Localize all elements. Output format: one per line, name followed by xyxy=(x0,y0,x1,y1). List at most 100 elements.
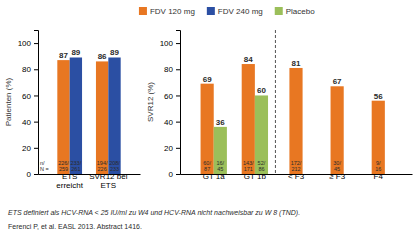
n-label: 208/233 xyxy=(109,160,120,172)
n-label: 194/226 xyxy=(97,160,108,172)
y-axis-title: Patienten (%) xyxy=(4,77,13,126)
y-tick-mark xyxy=(176,69,180,70)
bar xyxy=(201,84,214,174)
text-line: 212 xyxy=(291,166,300,172)
y-tick: 100 xyxy=(18,39,38,48)
data-label: 36 xyxy=(216,118,225,127)
n-label: 16/45 xyxy=(216,160,224,172)
text-line: 87 xyxy=(204,166,210,172)
y-tick: 60 xyxy=(164,92,180,101)
data-label: 87 xyxy=(59,51,68,60)
data-label: 84 xyxy=(244,55,253,64)
y-tick-mark xyxy=(176,174,180,175)
y-axis-title: SVR12 (%) xyxy=(146,82,155,122)
y-tick-label: 0 xyxy=(169,170,174,179)
text-line: 171 xyxy=(244,166,253,172)
y-tick: 100 xyxy=(160,39,180,48)
y-tick-label: 40 xyxy=(22,118,31,127)
bar xyxy=(242,64,255,174)
text-line: 45 xyxy=(334,166,340,172)
y-tick-label: 100 xyxy=(160,39,174,48)
legend-swatch xyxy=(207,7,215,15)
n-label: 9/16 xyxy=(375,160,381,172)
y-tick: 20 xyxy=(22,144,38,153)
n-label: 52/86 xyxy=(258,160,266,172)
bar xyxy=(108,57,120,174)
y-tick-mark xyxy=(176,43,180,44)
y-axis: 0 20 40 60 80 100 xyxy=(18,31,39,180)
y-tick: 80 xyxy=(164,65,180,74)
data-label: 60 xyxy=(257,86,266,95)
bar xyxy=(70,57,82,174)
y-tick-mark xyxy=(176,122,180,123)
data-label: 56 xyxy=(374,92,383,101)
y-tick: 60 xyxy=(22,92,38,101)
data-label: 89 xyxy=(71,48,80,57)
y-tick-label: 100 xyxy=(18,39,32,48)
bar xyxy=(96,61,108,174)
bars xyxy=(201,30,385,174)
data-label: 67 xyxy=(333,77,342,86)
y-tick-mark xyxy=(34,69,38,70)
y-tick-label: 0 xyxy=(27,170,32,179)
footnote: ETS definiert als HCV-RNA < 25 IU/ml zu … xyxy=(8,209,300,217)
y-tick-mark xyxy=(34,43,38,44)
labels: 87226/25989233/26186194/22689208/233n/N … xyxy=(40,48,120,172)
y-tick-mark xyxy=(34,95,38,96)
legend-label: Placebo xyxy=(286,7,315,16)
y-tick: 0 xyxy=(169,170,180,179)
y-tick-label: 80 xyxy=(164,65,173,74)
y-tick-mark xyxy=(34,174,38,175)
bar xyxy=(331,86,344,174)
n-label: 226/259 xyxy=(58,160,69,172)
n-label: 143/171 xyxy=(243,160,254,172)
y-tick-label: 60 xyxy=(164,92,173,101)
legend-item: FDV 240 mg xyxy=(207,7,263,16)
bar xyxy=(214,127,227,174)
y-tick-label: 60 xyxy=(22,92,31,101)
text-line: ETS xyxy=(101,181,117,190)
data-label: 86 xyxy=(98,52,107,61)
y-tick-label: 20 xyxy=(164,144,173,153)
n-label: 233/261 xyxy=(71,160,82,172)
bar xyxy=(255,95,268,174)
n-label: 172/212 xyxy=(291,160,302,172)
legend-label: FDV 120 mg xyxy=(150,7,195,16)
y-tick-label: 20 xyxy=(22,144,31,153)
y-tick-mark xyxy=(176,148,180,149)
legend-item: FDV 120 mg xyxy=(139,7,195,16)
n-label: 30/45 xyxy=(333,160,341,172)
x-tick-label: SVR12 beiETS xyxy=(89,172,127,190)
text-line: 261 xyxy=(71,166,80,172)
legend-label: FDV 240 mg xyxy=(218,7,263,16)
bar xyxy=(372,101,385,174)
x-tick-label: ETSerreicht xyxy=(56,172,83,190)
chart-panel: 020406080100GT 1aGT 1b< F3≥ F3F4SVR12 (%… xyxy=(146,30,413,181)
bars xyxy=(57,57,120,174)
divider xyxy=(275,30,276,174)
x-tick: SVR12 beiETS xyxy=(89,172,127,190)
x-tick: ETSerreicht xyxy=(56,172,83,190)
y-tick-label: 40 xyxy=(164,118,173,127)
legend-item: Placebo xyxy=(275,7,315,16)
y-axis-line xyxy=(34,31,39,175)
text-line: 45 xyxy=(217,166,223,172)
y-tick: 20 xyxy=(164,144,180,153)
y-tick: 80 xyxy=(22,65,38,74)
y-tick: 40 xyxy=(164,118,180,127)
text-line: 16 xyxy=(375,166,381,172)
y-tick-label: 80 xyxy=(22,65,31,74)
y-tick: 40 xyxy=(22,118,38,127)
n-label: 60/87 xyxy=(203,160,211,172)
chart-svg: 020406080100ETSerreichtSVR12 beiETSPatie… xyxy=(0,0,420,240)
text-line: 259 xyxy=(59,166,68,172)
y-tick-mark xyxy=(34,122,38,123)
annotation: n/N = xyxy=(40,160,49,172)
text-line: erreicht xyxy=(56,181,83,190)
legend: FDV 120 mg FDV 240 mg Placebo xyxy=(139,7,315,16)
y-axis-line xyxy=(176,31,181,175)
labels: 6960/873616/4584143/1716052/8681172/2126… xyxy=(203,55,384,172)
bar xyxy=(289,68,302,174)
y-axis: 0 20 40 60 80 100 xyxy=(160,31,181,180)
text-line: 233 xyxy=(110,166,119,172)
